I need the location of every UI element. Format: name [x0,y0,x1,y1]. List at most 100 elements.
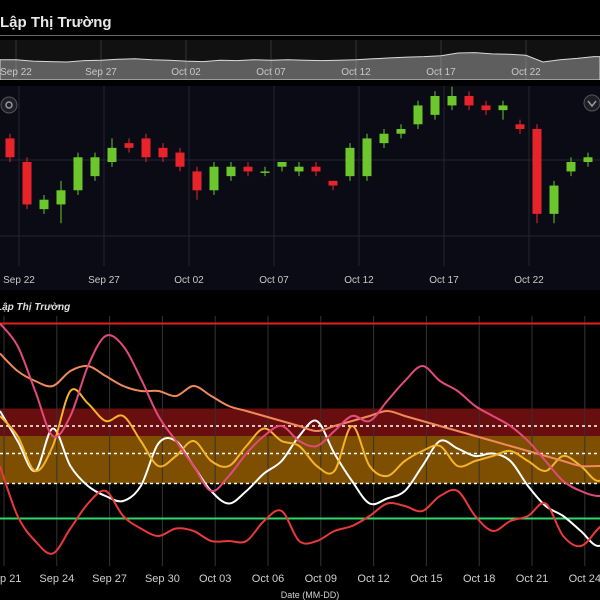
candle-body [379,133,389,144]
candle-body [362,138,372,177]
navigator-tick-label: Oct 22 [511,67,541,78]
candle[interactable] [583,152,593,167]
candle-body [141,138,151,158]
candlestick-tick-label: Oct 22 [514,275,544,286]
candle-body [328,180,338,186]
candlestick-tick-label: Oct 07 [259,275,289,286]
download-icon[interactable] [583,94,600,112]
indicator-tick-label: Sep 21 [0,573,21,585]
candle[interactable] [260,166,270,177]
candle[interactable] [90,152,100,181]
candle[interactable] [22,157,32,210]
indicator-chart[interactable]: Sep 21 Sep 24 Sep 27 Sep 30 Oct 03 Oct 06 Oct … [0,296,600,600]
candle-body [90,157,100,177]
navigator-chart[interactable]: Sep 22 Sep 27 Oct 02 Oct 07 Oct 12 Oct 17 Oct … [0,40,600,80]
candle-body [566,162,576,172]
candle[interactable] [549,180,559,224]
candle[interactable] [498,100,508,120]
candle[interactable] [56,180,66,224]
candle-body [39,199,49,210]
indicator-tick-label: Oct 15 [410,573,442,585]
candle[interactable] [243,162,253,177]
indicator-tick-label: Oct 09 [305,573,337,585]
candlestick-chart[interactable]: Sep 22 Sep 27 Oct 02 Oct 07 Oct 12 Oct 17 Oct … [0,86,600,290]
indicator-tick-label: Oct 03 [199,573,231,585]
candle[interactable] [464,91,474,111]
candle[interactable] [345,143,355,181]
candlestick-background [0,86,600,290]
candle[interactable] [192,166,202,200]
settings-icon[interactable] [0,96,18,114]
candle[interactable] [430,91,440,120]
candle[interactable] [311,162,321,177]
candle[interactable] [481,100,491,115]
navigator-area [0,52,600,80]
navigator-tick-label: Sep 27 [85,67,117,78]
candle-body [226,166,236,177]
indicator-title: Lập Thị Trường [0,302,70,313]
candle[interactable] [107,138,117,167]
candle-body [345,147,355,177]
indicator-series-line [0,322,600,497]
candle[interactable] [294,162,304,177]
navigator-tick-label: Oct 17 [426,67,456,78]
candle[interactable] [158,143,168,162]
candle-body [396,129,406,134]
candle[interactable] [124,138,134,153]
indicator-tick-label: Oct 24 [569,573,600,585]
candle-body [430,96,440,115]
candle[interactable] [328,180,338,191]
indicator-tick-label: Oct 21 [516,573,548,585]
indicator-series-line [0,410,600,547]
indicator-series-line [0,388,600,482]
candle[interactable] [39,195,49,214]
candle-body [464,96,474,106]
indicator-tick-label: Sep 30 [145,573,180,585]
candle[interactable] [566,157,576,177]
indicator-tick-label: Oct 12 [357,573,389,585]
candle[interactable] [209,162,219,195]
indicator-series-line [0,465,600,555]
candle-body [311,166,321,172]
candle-body [56,190,66,205]
candlestick-tick-label: Oct 12 [344,275,374,286]
candle[interactable] [447,86,457,111]
candle-body [158,147,168,158]
candle-body [73,157,83,191]
candle-body [107,147,117,162]
candle[interactable] [515,119,525,134]
navigator-tick-label: Sep 22 [0,67,32,78]
candle[interactable] [277,162,287,172]
candle[interactable] [226,162,236,181]
navigator-tick-label: Oct 07 [256,67,286,78]
candle[interactable] [141,133,151,162]
candle[interactable] [379,129,389,148]
candle[interactable] [362,133,372,181]
candle[interactable] [413,100,423,129]
candle-body [124,143,134,148]
candle-body [192,171,202,191]
page-title: Lập Thị Trường [0,14,112,31]
candle-body [549,185,559,214]
candle-body [175,152,185,167]
candle-body [413,105,423,125]
candle[interactable] [396,124,406,139]
overbought-zone [0,408,600,436]
indicator-x-axis-label: Date (MM-DD) [281,590,340,600]
candle[interactable] [5,133,15,162]
candle-body [277,162,287,167]
candlestick-tick-label: Oct 02 [174,275,204,286]
title-divider [0,35,600,36]
candle-body [498,105,508,111]
candle-body [294,166,304,172]
indicator-tick-label: Oct 18 [463,573,495,585]
navigator-tick-label: Oct 02 [171,67,201,78]
candlestick-tick-label: Sep 22 [3,275,35,286]
candle[interactable] [175,147,185,172]
indicator-tick-label: Sep 27 [92,573,127,585]
candle[interactable] [73,152,83,195]
navigator-tick-label: Oct 12 [341,67,371,78]
candle-body [447,96,457,106]
candle[interactable] [532,124,542,224]
indicator-series-line [0,352,600,468]
